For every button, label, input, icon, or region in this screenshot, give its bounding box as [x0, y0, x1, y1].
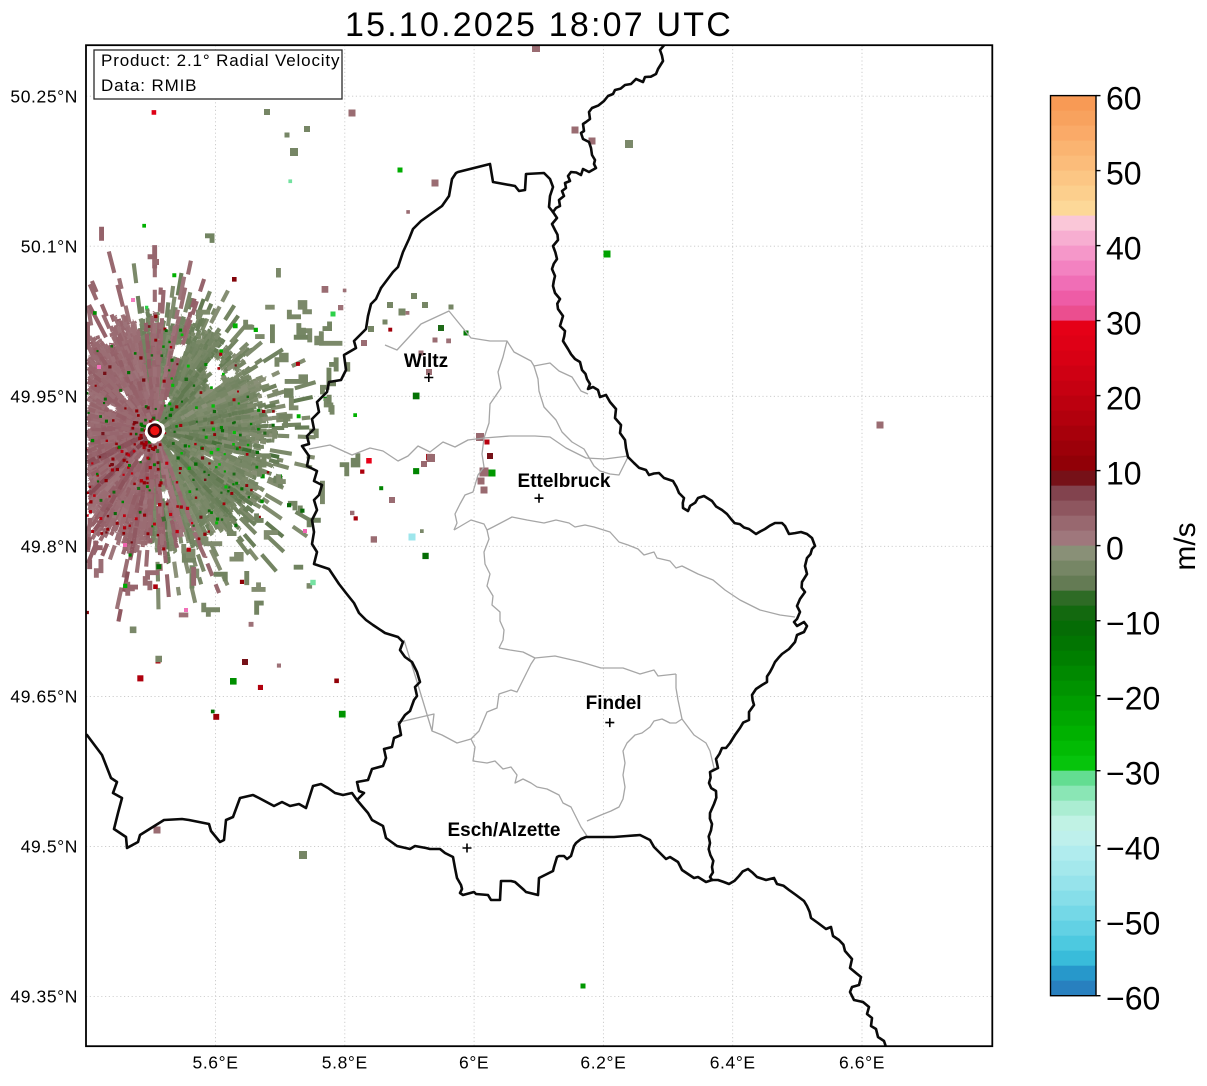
svg-text:49.95°N: 49.95°N [10, 387, 78, 407]
svg-text:5.6°E: 5.6°E [193, 1053, 239, 1073]
svg-text:−60: −60 [1106, 981, 1160, 1017]
svg-text:0: 0 [1106, 531, 1124, 567]
svg-text:15.10.2025 18:07 UTC: 15.10.2025 18:07 UTC [345, 6, 733, 44]
svg-text:50.1°N: 50.1°N [21, 236, 78, 256]
svg-text:−50: −50 [1106, 906, 1160, 942]
svg-text:Ettelbruck: Ettelbruck [518, 471, 611, 492]
svg-text:Wiltz: Wiltz [404, 351, 448, 372]
svg-text:6.4°E: 6.4°E [710, 1053, 756, 1073]
svg-text:−10: −10 [1106, 606, 1160, 642]
svg-text:49.5°N: 49.5°N [21, 837, 78, 857]
svg-text:20: 20 [1106, 381, 1142, 417]
svg-text:49.35°N: 49.35°N [10, 987, 78, 1007]
svg-text:Data: RMIB: Data: RMIB [101, 76, 197, 95]
svg-text:60: 60 [1106, 81, 1142, 117]
svg-text:6.6°E: 6.6°E [839, 1053, 885, 1073]
svg-text:49.8°N: 49.8°N [21, 537, 78, 557]
svg-text:−30: −30 [1106, 756, 1160, 792]
svg-text:6°E: 6°E [459, 1053, 489, 1073]
svg-text:50: 50 [1106, 156, 1142, 192]
svg-text:Esch/Alzette: Esch/Alzette [448, 820, 561, 841]
svg-text:50.25°N: 50.25°N [10, 86, 78, 106]
svg-text:−40: −40 [1106, 831, 1160, 867]
svg-text:Product: 2.1° Radial Velocity: Product: 2.1° Radial Velocity [101, 51, 340, 70]
svg-text:49.65°N: 49.65°N [10, 687, 78, 707]
svg-text:10: 10 [1106, 456, 1142, 492]
svg-text:40: 40 [1106, 231, 1142, 267]
svg-text:−20: −20 [1106, 681, 1160, 717]
svg-text:Findel: Findel [586, 693, 642, 714]
svg-text:6.2°E: 6.2°E [580, 1053, 626, 1073]
svg-text:30: 30 [1106, 306, 1142, 342]
svg-text:m/s: m/s [1169, 522, 1202, 570]
svg-text:5.8°E: 5.8°E [322, 1053, 368, 1073]
